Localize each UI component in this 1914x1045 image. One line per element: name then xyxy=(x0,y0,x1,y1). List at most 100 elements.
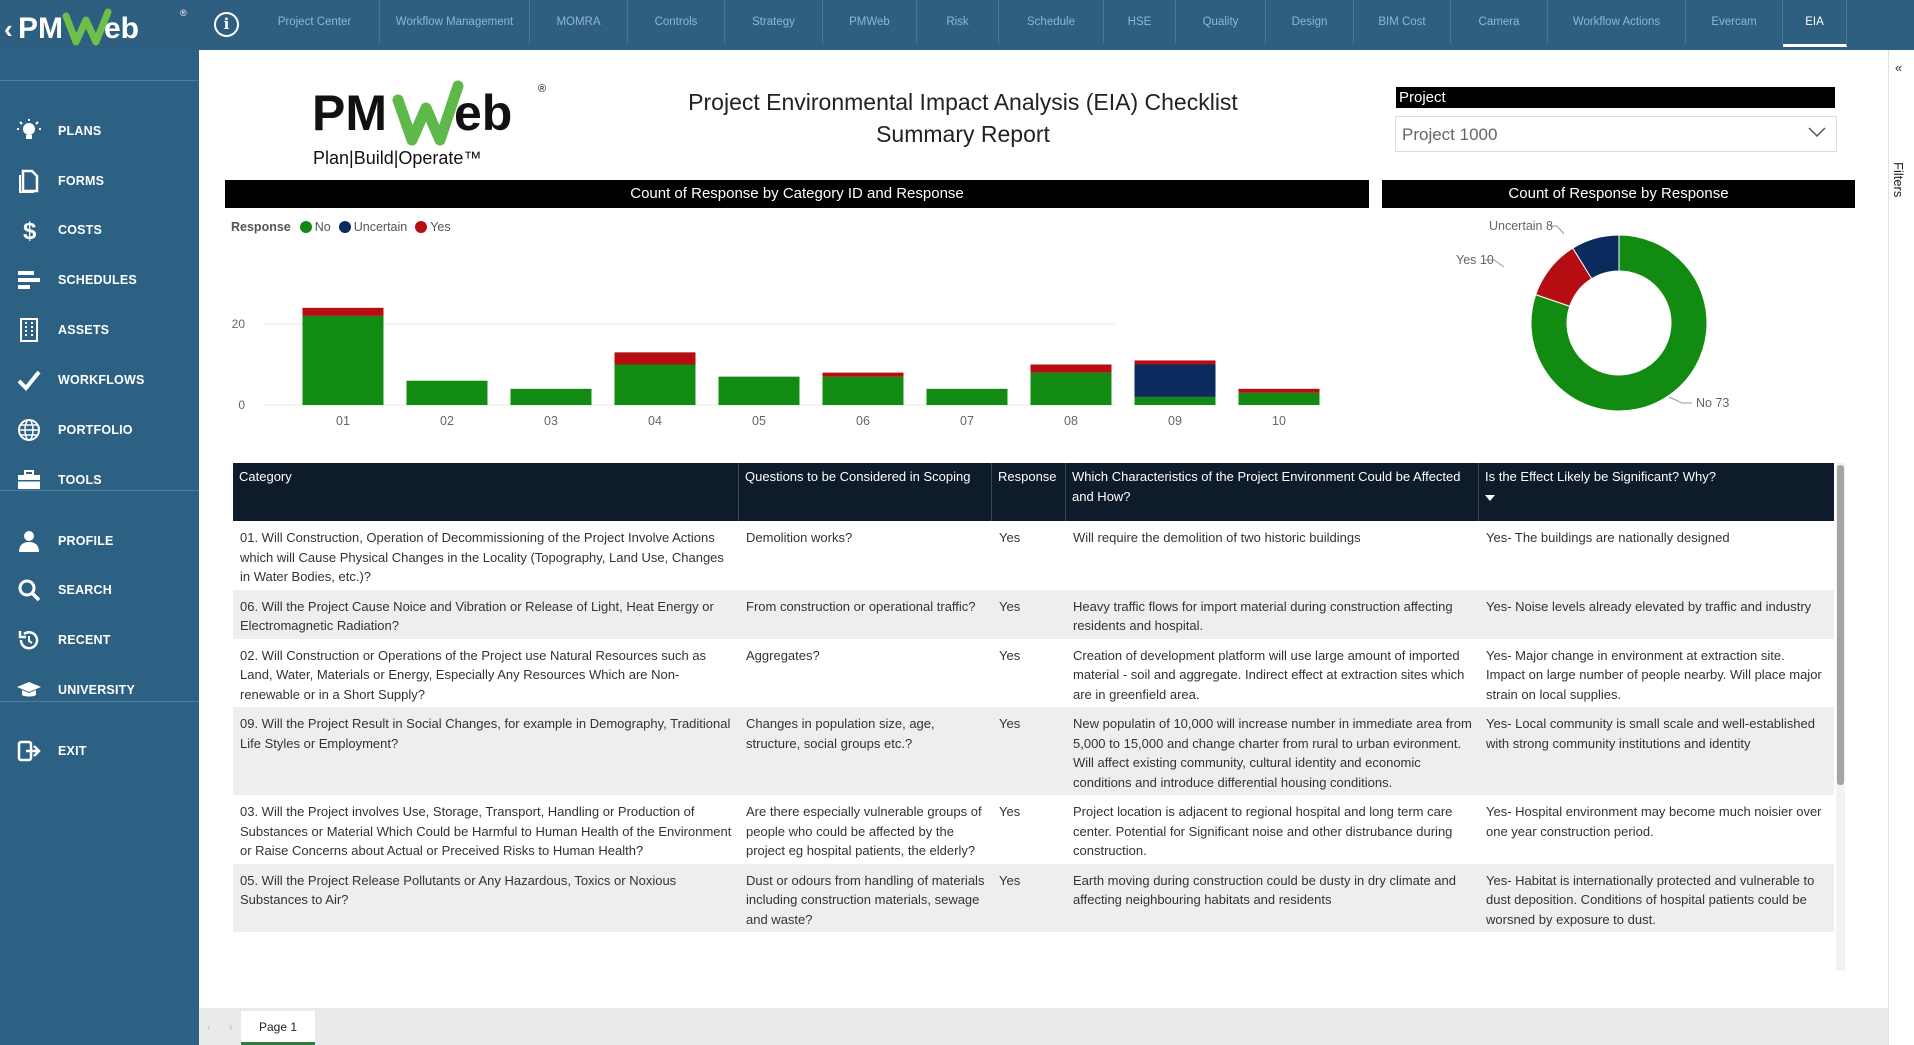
tab-project-center[interactable]: Project Center xyxy=(250,0,380,44)
info-icon[interactable]: i xyxy=(214,12,239,37)
tab-risk[interactable]: Risk xyxy=(917,0,999,44)
table-body: 01. Will Construction, Operation of Deco… xyxy=(233,521,1834,932)
tab-schedule[interactable]: Schedule xyxy=(999,0,1104,44)
page-tab-1[interactable]: Page 1 xyxy=(241,1011,315,1045)
tab-strategy[interactable]: Strategy xyxy=(725,0,823,44)
donut-slice-no xyxy=(1530,234,1708,412)
x-tick-label: 10 xyxy=(1272,414,1286,428)
col-category-header[interactable]: Category xyxy=(233,463,739,521)
col-characteristics-header[interactable]: Which Characteristics of the Project Env… xyxy=(1066,463,1479,521)
col-significance-cell: Yes- Noise levels already elevated by tr… xyxy=(1486,598,1812,614)
legend-dot-icon xyxy=(338,221,351,233)
sort-descending-icon[interactable] xyxy=(1485,494,1495,501)
svg-text:$: $ xyxy=(23,218,37,242)
filters-label[interactable]: Filters xyxy=(1891,162,1906,198)
tab-pmweb[interactable]: PMWeb xyxy=(823,0,917,44)
sidebar-item-costs[interactable]: $ COSTS xyxy=(0,210,199,250)
x-tick-label: 03 xyxy=(544,414,558,428)
bar-no-01 xyxy=(302,315,384,405)
sidebar-item-forms[interactable]: FORMS xyxy=(0,161,199,201)
col-significance-header[interactable]: Is the Effect Likely be Significant? Why… xyxy=(1479,463,1834,521)
pmweb-logo[interactable]: ‹ PM eb ® xyxy=(4,4,194,50)
sidebar-item-university[interactable]: UNIVERSITY xyxy=(0,670,199,710)
col-significance-cell: Yes- Hospital environment may become muc… xyxy=(1486,804,1822,839)
tab-evercam[interactable]: Evercam xyxy=(1686,0,1783,44)
page-tabs-bar: ‹ › Page 1 xyxy=(199,1008,1888,1045)
sidebar-item-schedules[interactable]: SCHEDULES xyxy=(0,260,199,300)
x-tick-label: 07 xyxy=(960,414,974,428)
col-characteristics-cell: Creation of development platform will us… xyxy=(1073,647,1465,702)
tab-design[interactable]: Design xyxy=(1266,0,1354,44)
bar-chart: 0 20 01 02 03 04 05 06 07 08 09 10 xyxy=(232,307,1320,428)
filters-pane[interactable]: « Filters xyxy=(1888,50,1914,1045)
report-title-line: Project Environmental Impact Analysis (E… xyxy=(688,89,1238,115)
module-tabs: Project Center Workflow Management MOMRA Co… xyxy=(250,0,1914,50)
building-icon xyxy=(0,317,58,343)
sidebar-item-workflows[interactable]: WORKFLOWS xyxy=(0,360,199,400)
sidebar-item-recent[interactable]: RECENT xyxy=(0,620,199,660)
table-scrollbar[interactable] xyxy=(1836,463,1845,971)
col-category-cell: 05. Will the Project Release Pollutants … xyxy=(240,872,677,908)
table-row[interactable]: 03. Will the Project involves Use, Stora… xyxy=(233,795,1834,864)
history-icon xyxy=(0,627,58,653)
col-response-header[interactable]: Response xyxy=(992,463,1066,521)
col-response-cell: Yes xyxy=(999,872,1021,888)
bar-no-08 xyxy=(1030,372,1112,405)
legend-label: Uncertain xyxy=(353,220,408,234)
bar-chart-title: Count of Response by Category ID and Res… xyxy=(225,180,1369,208)
table-row[interactable]: 09. Will the Project Result in Social Ch… xyxy=(233,707,1834,795)
donut-leader-line xyxy=(1484,259,1505,268)
toolbox-icon xyxy=(0,467,58,493)
bar-no-02 xyxy=(406,380,488,405)
sidebar-item-exit[interactable]: EXIT xyxy=(0,731,199,771)
col-category-cell: 06. Will the Project Cause Noice and Vib… xyxy=(240,598,714,634)
sidebar-item-search[interactable]: SEARCH xyxy=(0,570,199,610)
col-response-cell: Yes xyxy=(999,804,1021,819)
document-icon xyxy=(0,168,58,194)
tab-camera[interactable]: Camera xyxy=(1451,0,1548,44)
tab-quality[interactable]: Quality xyxy=(1176,0,1266,44)
globe-icon xyxy=(0,417,58,443)
tab-eia[interactable]: EIA xyxy=(1783,0,1847,47)
table-row[interactable]: 05. Will the Project Release Pollutants … xyxy=(233,863,1834,932)
collapse-chevron-icon[interactable]: « xyxy=(1895,60,1903,75)
sidebar-divider xyxy=(0,490,199,491)
sidebar-item-plans[interactable]: PLANS xyxy=(0,111,199,151)
legend-item-no[interactable]: No xyxy=(299,220,331,234)
sidebar-item-assets[interactable]: ASSETS xyxy=(0,310,199,350)
tab-bim-cost[interactable]: BIM Cost xyxy=(1354,0,1451,44)
scrollbar-thumb[interactable] xyxy=(1837,465,1844,785)
col-response-cell: Yes xyxy=(999,530,1021,545)
legend-item-uncertain[interactable]: Uncertain xyxy=(338,220,408,234)
sidebar-item-label: UNIVERSITY xyxy=(58,683,136,697)
x-tick-label: 09 xyxy=(1168,414,1182,428)
col-questions-header[interactable]: Questions to be Considered in Scoping xyxy=(739,463,992,521)
donut-leader-line xyxy=(1668,396,1692,404)
donut-chart-title: Count of Response by Response xyxy=(1382,180,1855,208)
sidebar-item-label: RECENT xyxy=(58,633,111,647)
tab-controls[interactable]: Controls xyxy=(628,0,725,44)
bar-no-05 xyxy=(718,376,800,405)
column-header-label: Category xyxy=(239,469,292,484)
column-header-label: Which Characteristics of the Project Env… xyxy=(1072,469,1461,504)
sidebar-item-tools[interactable]: TOOLS xyxy=(0,460,199,500)
bar-no-07 xyxy=(926,388,1008,405)
donut-leader-line xyxy=(1550,225,1565,235)
table-row[interactable]: 01. Will Construction, Operation of Deco… xyxy=(233,521,1834,590)
legend-dot-icon xyxy=(299,221,312,233)
legend-item-yes[interactable]: Yes xyxy=(415,220,451,234)
tab-hse[interactable]: HSE xyxy=(1104,0,1176,44)
tab-workflow-actions[interactable]: Workflow Actions xyxy=(1548,0,1686,44)
x-tick-label: 05 xyxy=(752,414,766,428)
table-row[interactable]: 02. Will Construction or Operations of t… xyxy=(233,639,1834,708)
tab-workflow-management[interactable]: Workflow Management xyxy=(380,0,530,44)
col-characteristics-cell: Earth moving during construction could b… xyxy=(1073,872,1456,908)
project-dropdown[interactable]: Project 1000 xyxy=(1395,116,1837,152)
x-tick-label: 02 xyxy=(440,414,454,428)
sidebar-item-profile[interactable]: PROFILE xyxy=(0,521,199,561)
sidebar-item-portfolio[interactable]: PORTFOLIO xyxy=(0,410,199,450)
dollar-icon: $ xyxy=(0,217,58,243)
tab-momra[interactable]: MOMRA xyxy=(530,0,628,44)
page-nav-arrows[interactable]: ‹ › xyxy=(207,1022,241,1033)
table-row[interactable]: 06. Will the Project Cause Noice and Vib… xyxy=(233,589,1834,639)
